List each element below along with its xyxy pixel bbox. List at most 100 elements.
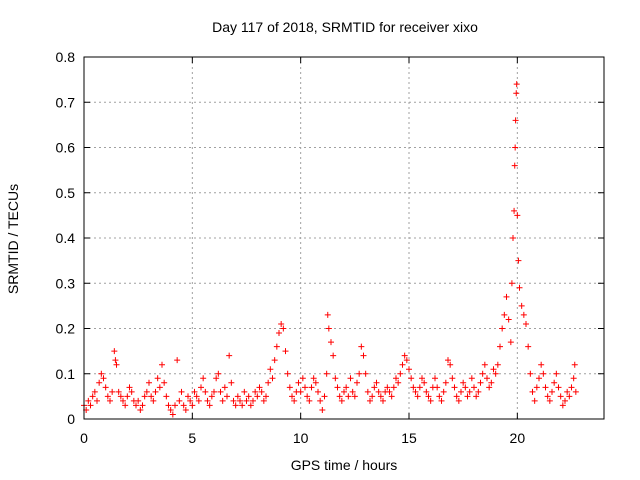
data-point — [174, 357, 181, 364]
data-point — [94, 397, 100, 404]
data-point — [338, 397, 345, 404]
data-point — [390, 384, 397, 391]
data-point — [531, 397, 538, 404]
data-point — [540, 370, 547, 377]
data-point — [247, 402, 254, 409]
data-point — [481, 361, 488, 368]
x-tick-label: 10 — [293, 430, 309, 446]
y-tick-label: 0.6 — [56, 140, 76, 156]
data-point — [386, 388, 393, 395]
y-axis-label: SRMTID / TECUs — [5, 184, 21, 294]
data-point — [447, 361, 454, 368]
data-point — [172, 402, 178, 409]
data-point — [185, 393, 191, 400]
data-point — [96, 379, 103, 386]
data-point — [117, 393, 124, 400]
data-point — [527, 370, 534, 377]
data-point — [412, 388, 419, 395]
x-tick-label: 5 — [188, 430, 196, 446]
data-point — [189, 402, 196, 409]
data-point — [440, 388, 447, 395]
data-point — [146, 379, 152, 386]
data-point — [341, 388, 347, 395]
data-point — [570, 375, 577, 382]
y-tick-label: 0.7 — [56, 94, 76, 110]
data-point — [475, 388, 482, 395]
data-point — [109, 388, 116, 395]
data-point — [213, 375, 220, 382]
data-point — [473, 393, 480, 400]
data-point — [85, 397, 92, 404]
data-point — [299, 375, 306, 382]
data-point — [507, 339, 514, 346]
data-point — [559, 402, 566, 409]
data-point — [208, 393, 215, 400]
data-point — [204, 397, 211, 404]
data-point — [571, 361, 578, 368]
data-point — [523, 320, 529, 327]
data-point — [536, 375, 542, 382]
data-point — [425, 393, 432, 400]
data-point — [336, 393, 343, 400]
data-point — [371, 384, 378, 391]
y-tick-label: 0.5 — [56, 185, 76, 201]
data-point — [195, 397, 202, 404]
data-point — [513, 81, 520, 88]
data-point — [228, 379, 235, 386]
data-point — [516, 284, 523, 291]
data-point — [302, 384, 308, 391]
data-point — [306, 397, 313, 404]
data-point — [289, 393, 295, 400]
data-point — [278, 320, 285, 327]
data-point — [566, 393, 573, 400]
data-point — [260, 397, 267, 404]
data-point — [226, 352, 233, 359]
data-point — [384, 384, 391, 391]
data-point — [112, 357, 119, 364]
data-point — [369, 393, 376, 400]
data-point — [115, 388, 122, 395]
data-point — [334, 384, 341, 391]
chart-title: Day 117 of 2018, SRMTID for receiver xix… — [212, 19, 478, 35]
data-point — [462, 384, 469, 391]
data-point — [169, 411, 176, 418]
data-point — [438, 397, 445, 404]
data-point — [156, 384, 163, 391]
data-point — [191, 388, 198, 395]
data-point — [515, 257, 522, 264]
data-point — [310, 375, 317, 382]
data-point — [572, 388, 579, 395]
data-point — [135, 397, 142, 404]
data-point — [258, 388, 265, 395]
data-point — [319, 406, 326, 413]
data-point — [330, 352, 337, 359]
data-point — [234, 393, 241, 400]
data-point — [87, 402, 94, 409]
data-point — [503, 293, 510, 300]
data-point — [512, 144, 519, 151]
data-point — [273, 343, 280, 350]
data-point — [354, 379, 360, 386]
data-point — [512, 117, 519, 124]
data-point — [410, 384, 417, 391]
data-point — [399, 361, 406, 368]
data-point — [89, 393, 96, 400]
data-point — [102, 384, 109, 391]
data-point — [488, 379, 495, 386]
data-point — [393, 375, 399, 382]
data-point — [358, 343, 365, 350]
data-point — [139, 402, 146, 409]
data-point — [434, 384, 441, 391]
data-point — [360, 352, 367, 359]
data-point — [243, 397, 250, 404]
data-point — [497, 343, 503, 350]
data-point — [245, 393, 252, 400]
data-point — [505, 316, 512, 323]
data-point — [557, 393, 564, 400]
grid — [84, 57, 604, 419]
data-point — [111, 348, 118, 355]
data-point — [113, 361, 120, 368]
data-point — [159, 361, 165, 368]
data-point — [267, 366, 274, 373]
